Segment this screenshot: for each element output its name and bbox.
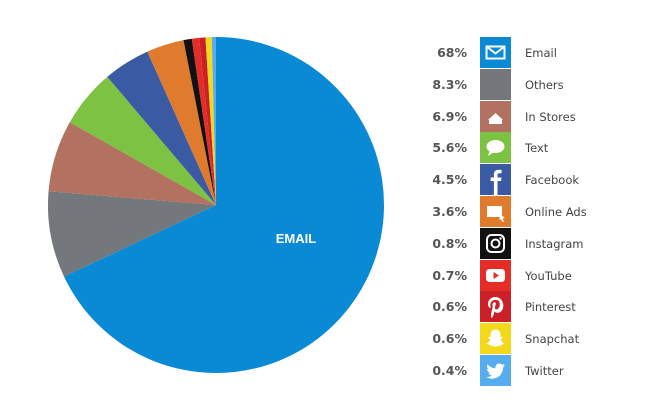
legend-label: In Stores [525,109,576,124]
legend-percent: 3.6% [432,203,467,219]
pinterest-icon [480,291,511,323]
twitter-icon [480,354,511,386]
legend-percent: 5.6% [432,140,467,156]
pie-slice-email [63,36,385,374]
pie-slice-online-ads [147,40,216,206]
pie-slice-facebook [107,51,216,205]
legend-item-snapchat: 0.6% Snapchat [425,323,665,355]
legend-item-in-stores: 6.9% In Stores [425,100,665,133]
legend-label: Snapchat [525,332,580,347]
envelope-icon [480,37,511,68]
legend-percent: 68% [437,45,467,60]
storefront-icon [480,100,511,132]
pie-slice-instagram [183,38,216,205]
legend-label: Email [525,46,557,60]
legend-label: Text [525,141,549,156]
snapchat-icon [480,323,511,355]
legend-label: Twitter [525,363,564,378]
pie-slice-twitter [211,36,216,206]
pie-chart: EMAIL [47,36,385,374]
legend: 68% Email 8.3% Others 6.9% In Stores 5.6% Text 4… [425,37,665,387]
legend-item-text: 5.6% Text [425,132,665,164]
pie-slice-in-stores [48,122,217,205]
legend-label: Pinterest [525,300,576,315]
pie-slice-pinterest [199,37,216,205]
legend-item-twitter: 0.4% Twitter [425,354,665,387]
youtube-icon [480,259,511,291]
pie-slice-snapchat [205,37,216,205]
legend-label: Facebook [525,173,580,188]
legend-item-instagram: 0.8% Instagram [425,227,665,260]
legend-label: Others [525,77,564,92]
instagram-icon [480,227,511,259]
others-icon [480,68,511,100]
legend-percent: 4.5% [432,172,467,188]
legend-percent: 0.8% [432,235,467,251]
legend-item-facebook: 4.5% Facebook [425,164,665,196]
legend-label: Instagram [525,236,584,251]
legend-item-others: 8.3% Others [425,68,665,101]
chat-bubble-icon [480,132,511,164]
legend-item-youtube: 0.7% YouTube [425,259,665,292]
pie-slice-others [47,191,216,277]
legend-item-pinterest: 0.6% Pinterest [425,291,665,323]
legend-percent: 0.6% [432,299,467,315]
legend-item-online-ads: 3.6% Online Ads [425,195,665,228]
slice-label-email: EMAIL [276,231,317,246]
pie-slice-text [69,76,216,205]
legend-label: Online Ads [525,204,587,219]
legend-item-email: 68% Email [425,37,665,69]
facebook-icon [480,164,511,196]
legend-percent: 0.7% [432,267,467,283]
legend-percent: 6.9% [432,108,467,124]
pie-slice-youtube [191,37,216,205]
legend-percent: 8.3% [432,76,467,92]
legend-label: YouTube [525,268,572,283]
legend-percent: 0.6% [432,331,467,347]
legend-percent: 0.4% [432,362,467,378]
online-ads-icon [480,195,511,227]
